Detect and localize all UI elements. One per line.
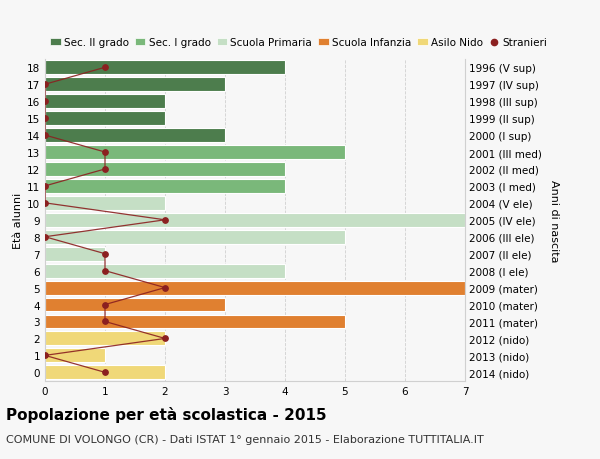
Point <box>40 234 50 241</box>
Bar <box>45 146 345 160</box>
Bar <box>45 129 225 143</box>
Point <box>40 352 50 359</box>
Bar <box>45 162 285 177</box>
Bar <box>45 298 225 312</box>
Bar <box>45 315 345 329</box>
Bar <box>45 196 165 210</box>
Bar <box>45 78 225 92</box>
Bar <box>45 281 465 295</box>
Bar <box>45 365 165 380</box>
Legend: Sec. II grado, Sec. I grado, Scuola Primaria, Scuola Infanzia, Asilo Nido, Stran: Sec. II grado, Sec. I grado, Scuola Prim… <box>50 38 548 48</box>
Point <box>40 98 50 106</box>
Point <box>100 318 110 325</box>
Point <box>100 251 110 258</box>
Point <box>40 200 50 207</box>
Point <box>160 217 170 224</box>
Bar <box>45 349 105 363</box>
Bar <box>45 95 165 109</box>
Bar <box>45 213 465 227</box>
Point <box>40 81 50 89</box>
Point <box>40 115 50 123</box>
Bar <box>45 61 285 75</box>
Point <box>40 183 50 190</box>
Point <box>100 149 110 157</box>
Text: COMUNE DI VOLONGO (CR) - Dati ISTAT 1° gennaio 2015 - Elaborazione TUTTITALIA.IT: COMUNE DI VOLONGO (CR) - Dati ISTAT 1° g… <box>6 434 484 444</box>
Bar <box>45 179 285 193</box>
Point <box>100 268 110 275</box>
Bar <box>45 264 285 278</box>
Point <box>100 64 110 72</box>
Bar <box>45 230 345 244</box>
Text: Popolazione per età scolastica - 2015: Popolazione per età scolastica - 2015 <box>6 406 326 422</box>
Point <box>100 166 110 173</box>
Point <box>160 284 170 291</box>
Point <box>160 335 170 342</box>
Bar <box>45 247 105 261</box>
Point <box>40 132 50 140</box>
Bar <box>45 332 165 346</box>
Y-axis label: Età alunni: Età alunni <box>13 192 23 248</box>
Y-axis label: Anni di nascita: Anni di nascita <box>549 179 559 262</box>
Bar <box>45 112 165 126</box>
Point <box>100 301 110 308</box>
Point <box>100 369 110 376</box>
